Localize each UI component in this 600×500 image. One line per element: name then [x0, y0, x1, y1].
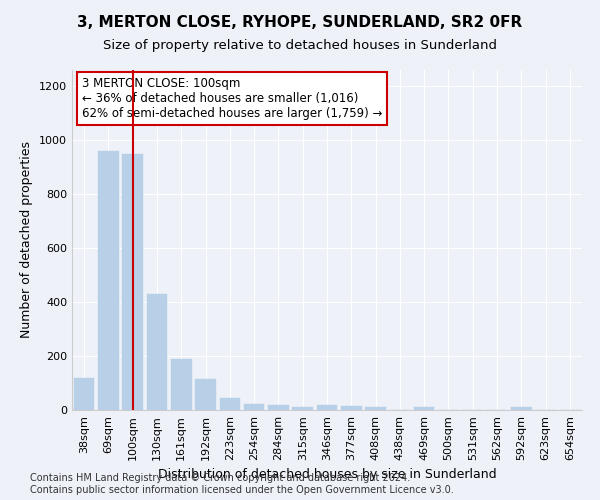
- Text: 3, MERTON CLOSE, RYHOPE, SUNDERLAND, SR2 0FR: 3, MERTON CLOSE, RYHOPE, SUNDERLAND, SR2…: [77, 15, 523, 30]
- Text: 3 MERTON CLOSE: 100sqm
← 36% of detached houses are smaller (1,016)
62% of semi-: 3 MERTON CLOSE: 100sqm ← 36% of detached…: [82, 77, 383, 120]
- Bar: [74, 378, 94, 410]
- Bar: [98, 151, 119, 410]
- Bar: [341, 406, 362, 410]
- Bar: [292, 408, 313, 410]
- Bar: [414, 407, 434, 410]
- Y-axis label: Number of detached properties: Number of detached properties: [20, 142, 34, 338]
- Bar: [365, 408, 386, 410]
- Bar: [317, 405, 337, 410]
- Bar: [220, 398, 240, 410]
- Text: Contains HM Land Registry data © Crown copyright and database right 2024.
Contai: Contains HM Land Registry data © Crown c…: [30, 474, 454, 495]
- Bar: [511, 408, 532, 410]
- Bar: [195, 379, 216, 410]
- X-axis label: Distribution of detached houses by size in Sunderland: Distribution of detached houses by size …: [158, 468, 496, 481]
- Text: Size of property relative to detached houses in Sunderland: Size of property relative to detached ho…: [103, 39, 497, 52]
- Bar: [122, 154, 143, 410]
- Bar: [171, 358, 191, 410]
- Bar: [268, 404, 289, 410]
- Bar: [146, 294, 167, 410]
- Bar: [244, 404, 265, 410]
